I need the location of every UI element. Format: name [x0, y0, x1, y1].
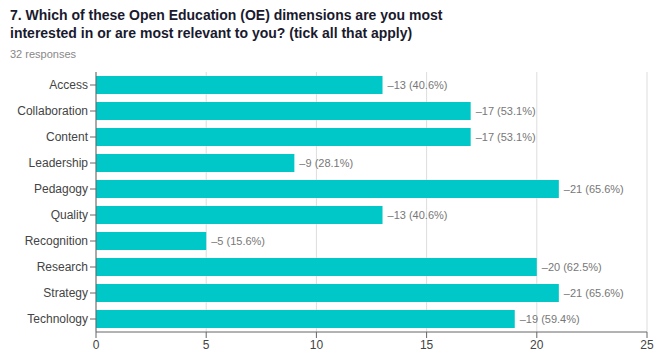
- svg-text:–19 (59.4%): –19 (59.4%): [520, 313, 580, 325]
- svg-text:Quality: Quality: [51, 208, 88, 222]
- svg-text:Collaboration: Collaboration: [17, 104, 88, 118]
- svg-text:Research: Research: [37, 260, 88, 274]
- svg-text:Recognition: Recognition: [25, 234, 88, 248]
- html-text:interested in or are most rele: interested in or are most relevant to yo…: [10, 25, 413, 41]
- svg-text:–9 (28.1%): –9 (28.1%): [299, 157, 353, 169]
- svg-text:Strategy: Strategy: [43, 286, 88, 300]
- svg-text:Access: Access: [49, 78, 88, 92]
- svg-text:–17 (53.1%): –17 (53.1%): [476, 131, 536, 143]
- svg-text:20: 20: [530, 338, 544, 352]
- svg-text:–21 (65.6%): –21 (65.6%): [564, 183, 624, 195]
- svg-text:–13 (40.6%): –13 (40.6%): [388, 79, 448, 91]
- svg-text:–13 (40.6%): –13 (40.6%): [388, 209, 448, 221]
- svg-text:–17 (53.1%): –17 (53.1%): [476, 105, 536, 117]
- svg-text:–5 (15.6%): –5 (15.6%): [211, 235, 265, 247]
- svg-text:25: 25: [640, 338, 654, 352]
- svg-text:Pedagogy: Pedagogy: [34, 182, 88, 196]
- html-text:32 responses: 32 responses: [10, 48, 76, 60]
- svg-text:Leadership: Leadership: [29, 156, 89, 170]
- svg-text:–20 (62.5%): –20 (62.5%): [542, 261, 602, 273]
- svg-text:–21 (65.6%): –21 (65.6%): [564, 287, 624, 299]
- svg-text:15: 15: [420, 338, 434, 352]
- svg-text:0: 0: [93, 338, 100, 352]
- svg-text:10: 10: [310, 338, 324, 352]
- svg-text:5: 5: [203, 338, 210, 352]
- svg-text:Technology: Technology: [27, 312, 88, 326]
- html-text:7. Which of these Open Educati: 7. Which of these Open Education (OE) di…: [10, 7, 443, 23]
- svg-text:Content: Content: [46, 130, 89, 144]
